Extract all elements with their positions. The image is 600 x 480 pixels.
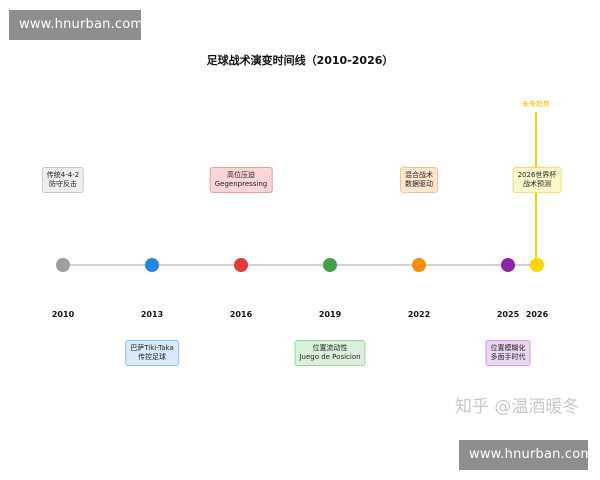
diagram-title: 足球战术演变时间线（2010-2026） xyxy=(206,54,394,67)
year-label-2019: 2019 xyxy=(318,310,342,319)
event-card-2026: 2026世界杯 战术预测 xyxy=(512,167,562,193)
site-watermark-bottom: www.hnurban.com xyxy=(459,440,593,470)
timeline-dot-2016 xyxy=(234,258,248,272)
event-card-line: 战术预测 xyxy=(522,180,551,188)
timeline-dot-2019 xyxy=(323,258,337,272)
event-card-line: 混合战术 xyxy=(405,171,433,179)
year-label-2013: 2013 xyxy=(140,310,164,319)
event-card-line: 传统4-4-2 xyxy=(46,171,80,179)
year-label-2026: 2026 xyxy=(525,310,549,319)
event-card-line: 高位压迫 xyxy=(226,171,255,179)
timeline-dot-2013 xyxy=(145,258,159,272)
event-card-line: 防守反击 xyxy=(48,180,77,188)
timeline-dot-2026 xyxy=(530,258,544,272)
event-card-line: 巴萨Tiki-Taka xyxy=(130,344,174,352)
event-card-2010: 传统4-4-2 防守反击 xyxy=(41,167,85,193)
event-card-2016: 高位压迫 Gegenpressing xyxy=(209,167,273,193)
event-card-line: 位置流动性 xyxy=(312,344,348,352)
timeline-dot-2025 xyxy=(501,258,515,272)
event-card-line: 数据驱动 xyxy=(405,180,433,188)
year-label-2025: 2025 xyxy=(496,310,520,319)
event-card-line: 传控足球 xyxy=(137,353,166,361)
year-label-2016: 2016 xyxy=(229,310,253,319)
event-card-2025: 位置模糊化 多面手时代 xyxy=(485,340,531,366)
event-card-2022: 混合战术 数据驱动 xyxy=(400,167,438,193)
year-label-2010: 2010 xyxy=(51,310,75,319)
timeline-axis xyxy=(62,264,538,266)
site-watermark-top: www.hnurban.com xyxy=(9,10,143,40)
timeline-dot-2022 xyxy=(412,258,426,272)
year-label-2022: 2022 xyxy=(407,310,431,319)
zhihu-watermark: 知乎 @温酒暖冬 xyxy=(455,397,580,417)
event-card-line: 2026世界杯 xyxy=(517,171,557,179)
event-card-2019: 位置流动性 Juego de Posicion xyxy=(294,340,366,366)
future-trend-label: 未来趋势 xyxy=(522,100,550,108)
event-card-line: Gegenpressing xyxy=(214,180,268,188)
event-card-2013: 巴萨Tiki-Taka 传控足球 xyxy=(125,340,179,366)
event-card-line: 多面手时代 xyxy=(490,353,526,361)
event-card-line: Juego de Posicion xyxy=(299,353,361,361)
event-card-line: 位置模糊化 xyxy=(490,344,526,352)
timeline-dot-2010 xyxy=(56,258,70,272)
